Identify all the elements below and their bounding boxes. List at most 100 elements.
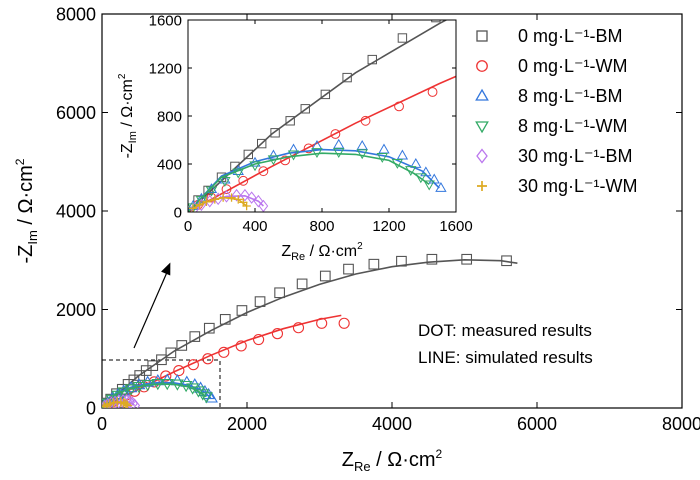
main-series-1 [102,314,350,408]
inset-data-point [311,148,323,159]
inset-data-point [428,173,440,184]
inset-data-point [405,166,417,177]
inset-background [188,20,456,212]
inset-data-point [330,129,341,139]
inset-data-point [231,188,242,202]
inset-data-point [257,138,267,149]
main-y-tick-label: 6000 [56,103,96,123]
main-data-point [316,317,328,329]
inset-data-point [195,192,208,203]
main-data-point [219,313,231,325]
main-fit-line-0 [102,258,518,408]
inset-data-point [287,143,300,154]
legend-item-0: 0 mg·L⁻¹-BM [476,26,623,46]
main-data-point [368,258,380,270]
inset-data-point [397,33,408,43]
main-data-point [271,328,284,340]
main-data-point [187,359,199,371]
main-data-point [124,380,138,393]
annotation-measured: DOT: measured results [418,321,592,340]
inset-x-tick-label: 0 [184,218,192,235]
inset-data-point [505,56,514,65]
inset-data-point [219,173,231,184]
main-data-point [319,270,331,282]
inset-y-tick-label: 1200 [149,60,182,77]
legend-item-2: 8 mg·L⁻¹-BM [475,86,623,106]
inset-data-point [205,183,218,194]
main-x-tick-label: 4000 [372,414,412,434]
legend-marker [476,148,488,164]
inset-data-point [691,1,700,10]
inset-data-point [195,196,208,207]
main-data-point [191,386,205,398]
main-data-point [176,340,188,351]
inset-x-tick-label: 400 [242,218,267,235]
legend-marker [475,121,489,134]
inset-data-point [243,149,254,160]
main-data-point [203,322,215,334]
inset-data-point [394,101,404,112]
inset-data-point [258,166,269,177]
main-data-point [396,255,407,267]
inset-axes: 0 400 800 1200 1600 0 400 800 1200 1600 [149,12,473,235]
legend-label: 0 mg·L⁻¹-WM [518,56,628,76]
main-x-tick-label: 0 [97,414,107,434]
inset-data-point [267,149,280,160]
main-y-tick-label: 4000 [56,201,96,221]
legend-label: 30 mg·L⁻¹-BM [518,146,633,166]
inset-data-point [367,54,377,65]
inset-data-point [240,188,250,202]
legend: 0 mg·L⁻¹-BM 0 mg·L⁻¹-WM 8 mg·L⁻¹-BM 8 mg·L⁻… [475,26,638,196]
inset-data-point [342,72,352,83]
inset-data-point [219,176,231,187]
annotation-simulated: LINE: simulated results [418,348,593,367]
main-y-tick-label: 0 [86,398,96,418]
inset-data-point [356,149,368,160]
main-x-tick-label: 6000 [517,414,557,434]
inset-data-point [202,197,211,206]
inset-data-point [391,158,404,169]
inset-data-point [376,152,388,163]
main-data-point [151,378,165,391]
inset-data-point [415,173,427,184]
inset-data-point [267,155,280,166]
main-y-tick-label: 2000 [56,300,96,320]
inset-y-tick-label: 1600 [149,12,182,29]
inset-data-point [188,204,198,212]
inset-series-5 [188,193,251,212]
main-data-point [426,253,438,265]
inset-data-point [285,116,295,126]
main-data-point [156,354,167,366]
legend-label: 8 mg·L⁻¹-WM [518,116,628,136]
main-y-axis-title: -ZIm / Ω·cm2 [13,158,40,263]
inset-data-point [410,157,422,168]
legend-item-5: 30 mg·L⁻¹-WM [477,176,638,196]
main-fit-line-1 [102,314,342,408]
main-data-point [117,393,129,408]
main-series-5 [102,397,133,408]
inset-data-point [221,184,232,195]
inset-data-point [333,148,345,159]
main-data-point [196,389,210,401]
main-data-point [338,317,350,329]
main-data-point [173,364,185,377]
main-data-point [274,287,285,299]
inset-fit-line-1 [188,75,456,212]
main-series-layer [102,253,518,408]
main-data-point [113,394,125,408]
main-data-point [111,387,125,400]
inset-data-point [238,175,249,186]
main-data-point [117,387,131,399]
inset-y-tick-label: 400 [157,156,182,173]
main-data-point [235,340,247,352]
inset-data-point [320,89,331,100]
inset-data-point [249,161,261,172]
inset-fit-line-0 [188,20,448,212]
inset-data-point [253,194,264,208]
inset-data-point [360,115,371,126]
main-data-point [205,391,218,403]
legend-marker [475,88,489,101]
inset-series-0 [188,20,448,212]
inset-data-point [227,193,236,202]
inset-data-point [427,87,438,97]
